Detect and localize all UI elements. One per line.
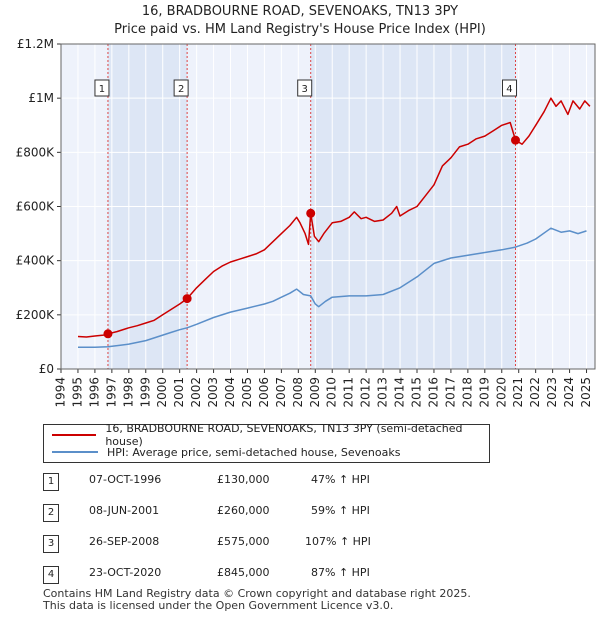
- transaction-hpi: 87% ↑ HPI: [311, 566, 370, 579]
- sale-badge-number: 3: [302, 84, 308, 95]
- x-tick-label: 2007: [274, 377, 288, 408]
- sale-badge-box: [501, 79, 517, 97]
- x-tick-label: 2006: [257, 377, 271, 408]
- legend-property-line: [52, 434, 97, 436]
- x-tick-label: 2017: [443, 377, 457, 408]
- footer-copyright: Contains HM Land Registry data © Crown c…: [43, 587, 471, 600]
- sale-point: [103, 329, 113, 339]
- x-tick-label: 1996: [87, 377, 101, 408]
- x-tick-label: 2005: [240, 377, 254, 408]
- transaction-badge: 3: [43, 535, 59, 553]
- sale-badge-number: 2: [178, 84, 184, 95]
- x-tick-label: 2015: [410, 377, 424, 408]
- legend-item-property: 16, BRADBOURNE ROAD, SEVENOAKS, TN13 3PY…: [52, 422, 489, 448]
- x-tick-label: 2018: [460, 377, 474, 408]
- footer: Contains HM Land Registry data © Crown c…: [43, 588, 471, 612]
- sale-badge-box: [297, 79, 313, 97]
- legend-item-hpi: HPI: Average price, semi-detached house,…: [52, 444, 400, 460]
- y-tick-label: £1.2M: [17, 37, 54, 51]
- x-tick-label: 2011: [342, 377, 356, 408]
- x-tick-label: 1994: [54, 377, 68, 408]
- legend-property-label: 16, BRADBOURNE ROAD, SEVENOAKS, TN13 3PY…: [105, 422, 463, 448]
- x-tick-label: 2010: [325, 377, 339, 408]
- x-tick-label: 2020: [494, 377, 508, 408]
- transaction-date: 26-SEP-2008: [89, 535, 160, 548]
- sale-point: [510, 135, 520, 145]
- sale-badge-box: [94, 79, 110, 97]
- transaction-date: 23-OCT-2020: [89, 566, 162, 579]
- y-tick-label: £600K: [16, 200, 56, 214]
- sale-badge-number: 1: [99, 84, 105, 95]
- x-tick-label: 1997: [104, 377, 118, 408]
- x-tick-label: 2004: [223, 377, 237, 408]
- legend: 16, BRADBOURNE ROAD, SEVENOAKS, TN13 3PY…: [43, 422, 490, 463]
- transaction-badge: 2: [43, 504, 59, 522]
- transaction-badge: 1: [43, 473, 59, 491]
- legend-hpi-line: [52, 451, 98, 453]
- transaction-price: £260,000: [217, 504, 270, 517]
- x-tick-label: 2009: [308, 377, 322, 408]
- transaction-hpi: 59% ↑ HPI: [311, 504, 370, 517]
- transaction-hpi: 107% ↑ HPI: [305, 535, 371, 548]
- transaction-price: £130,000: [217, 473, 270, 486]
- footer-licence: This data is licensed under the Open Gov…: [43, 599, 394, 612]
- y-tick-label: £0: [39, 362, 54, 376]
- legend-hpi-label: HPI: Average price, semi-detached house,…: [107, 445, 401, 459]
- x-tick-label: 2000: [155, 377, 169, 408]
- y-tick-label: £800K: [16, 145, 56, 159]
- sale-badge-number: 4: [506, 84, 512, 95]
- sale-badge-box: [173, 79, 189, 97]
- y-tick-label: £1M: [28, 91, 54, 105]
- x-tick-label: 2013: [376, 377, 390, 408]
- x-tick-label: 1995: [70, 377, 84, 408]
- x-tick-label: 2024: [562, 377, 576, 408]
- x-tick-label: 2022: [528, 377, 542, 408]
- x-tick-label: 2019: [477, 377, 491, 408]
- y-tick-label: £200K: [16, 308, 56, 322]
- x-tick-label: 2025: [579, 377, 593, 408]
- x-tick-label: 2023: [545, 377, 559, 408]
- x-tick-label: 2003: [206, 377, 220, 408]
- x-tick-label: 2014: [393, 377, 407, 408]
- x-tick-label: 2012: [359, 377, 373, 408]
- transaction-date: 07-OCT-1996: [89, 473, 162, 486]
- sale-point: [306, 208, 316, 218]
- transaction-price: £845,000: [217, 566, 270, 579]
- chart-title: 16, BRADBOURNE ROAD, SEVENOAKS, TN13 3PY: [141, 4, 459, 19]
- x-tick-label: 1999: [138, 377, 152, 408]
- x-tick-label: 2001: [172, 377, 186, 408]
- plot-frame: [60, 43, 596, 370]
- transaction-date: 08-JUN-2001: [89, 504, 160, 517]
- hpi-line: [78, 227, 587, 349]
- x-tick-label: 2016: [426, 377, 440, 408]
- transaction-hpi: 47% ↑ HPI: [311, 473, 370, 486]
- chart-subtitle: Price paid vs. HM Land Registry's House …: [114, 22, 486, 37]
- x-tick-label: 2002: [189, 377, 203, 408]
- x-tick-label: 2021: [511, 377, 525, 408]
- transaction-price: £575,000: [217, 535, 270, 548]
- x-tick-label: 1998: [121, 377, 135, 408]
- sale-point: [182, 294, 192, 304]
- y-tick-label: £400K: [16, 254, 56, 268]
- x-tick-label: 2008: [291, 377, 305, 408]
- transaction-badge: 4: [43, 566, 59, 584]
